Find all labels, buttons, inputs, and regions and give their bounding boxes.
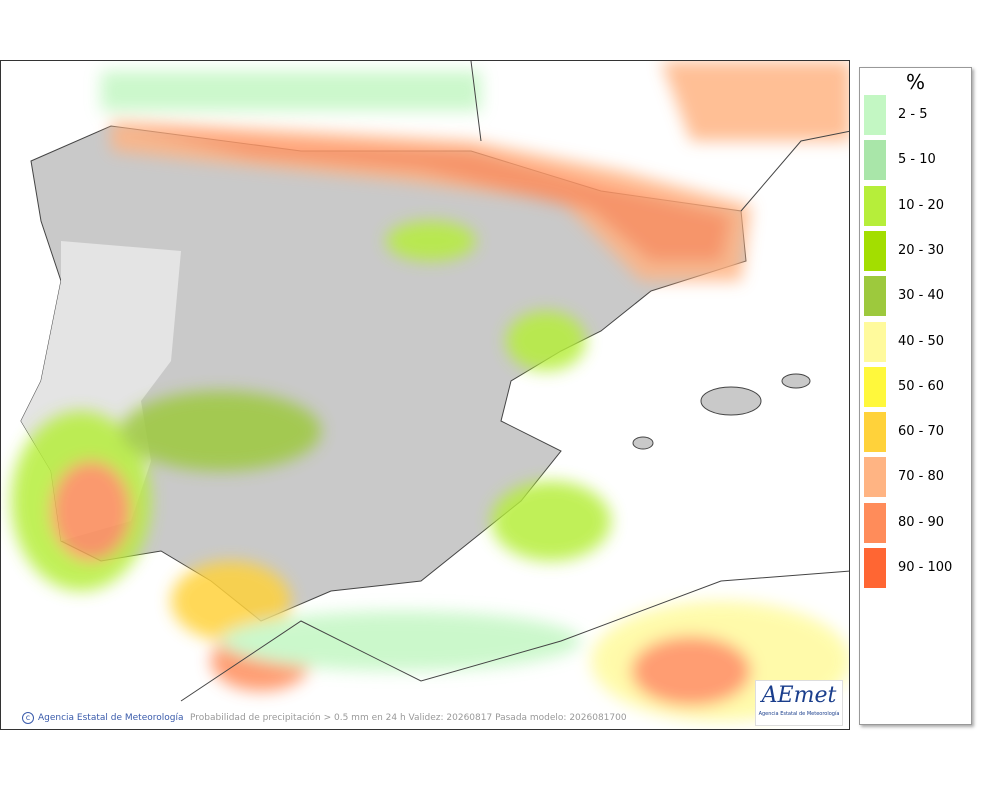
- logo-subtitle: Agencia Estatal de Meteorología: [758, 711, 840, 717]
- legend-swatch: [864, 276, 886, 317]
- legend-label: 40 - 50: [898, 333, 945, 349]
- legend-swatch: [864, 140, 886, 181]
- legend-swatch: [864, 412, 886, 453]
- legend-swatch: [864, 321, 886, 362]
- legend-swatch: [864, 95, 886, 135]
- logo-name: AEmet: [761, 683, 837, 708]
- credit-text: Agencia Estatal de Meteorología: [38, 713, 184, 723]
- legend-label: 20 - 30: [898, 242, 945, 258]
- island: [781, 373, 811, 389]
- legend-swatch: [864, 502, 886, 543]
- legend-item: 30 - 40: [864, 276, 969, 317]
- legend-item: 60 - 70: [864, 412, 969, 453]
- legend-swatch: [864, 548, 886, 588]
- legend-label: 50 - 60: [898, 378, 945, 394]
- logo: AEmet Agencia Estatal de Meteorología: [755, 680, 843, 726]
- coastline: [180, 61, 849, 702]
- copyright-icon: c: [22, 712, 34, 724]
- legend-swatch: [864, 230, 886, 271]
- legend-label: 2 - 5: [898, 107, 928, 122]
- legend-item: 5 - 10: [864, 140, 969, 181]
- legend-label: 30 - 40: [898, 288, 945, 304]
- legend-item: 20 - 30: [864, 230, 969, 271]
- legend-label: 70 - 80: [898, 469, 945, 485]
- credit: c Agencia Estatal de Meteorología: [22, 712, 184, 724]
- legend-item: 80 - 90: [864, 502, 969, 543]
- map: [0, 60, 850, 730]
- legend: % 2 - 5 5 - 10 10 - 20 20 - 30 30 - 40 40 - 5…: [859, 67, 972, 725]
- legend-label: 10 - 20: [898, 197, 945, 213]
- legend-label: 90 - 100: [898, 560, 953, 575]
- legend-item: 70 - 80: [864, 457, 969, 498]
- legend-swatch: [864, 366, 886, 407]
- legend-item: 90 - 100: [864, 548, 969, 588]
- legend-label: 80 - 90: [898, 514, 945, 530]
- legend-swatch: [864, 185, 886, 226]
- legend-item: 50 - 60: [864, 366, 969, 407]
- map-drawing: [11, 61, 849, 721]
- island: [700, 386, 762, 416]
- legend-label: 5 - 10: [898, 152, 936, 168]
- legend-label: 60 - 70: [898, 424, 945, 440]
- probability-field: [11, 61, 849, 721]
- caption: Probabilidad de precipitación > 0.5 mm e…: [190, 713, 627, 723]
- island: [632, 436, 654, 450]
- legend-swatch: [864, 457, 886, 498]
- legend-item: 10 - 20: [864, 185, 969, 226]
- legend-title: %: [905, 70, 925, 94]
- legend-item: 40 - 50: [864, 321, 969, 362]
- legend-item: 2 - 5: [864, 95, 969, 135]
